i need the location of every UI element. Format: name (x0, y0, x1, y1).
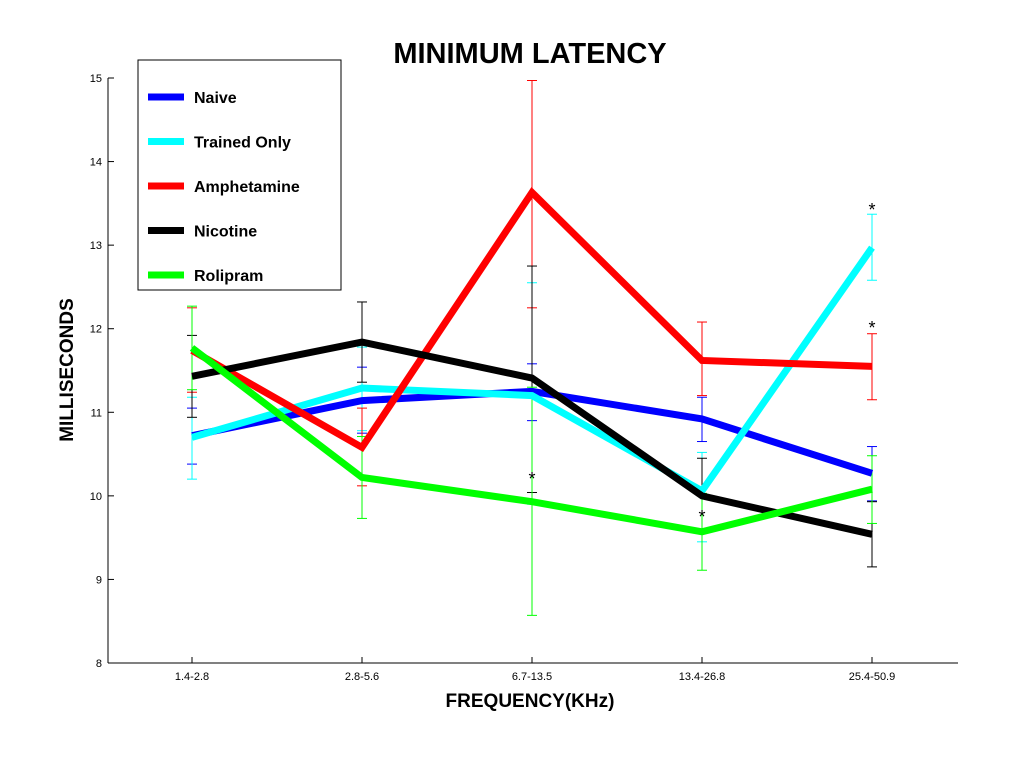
y-tick-label: 12 (90, 324, 102, 336)
legend-label: Naive (194, 90, 237, 107)
series-line-trained-only (191, 245, 875, 496)
y-tick-label: 14 (90, 157, 102, 169)
y-axis-label: MILLISECONDS (57, 298, 78, 442)
legend-label: Trained Only (194, 135, 291, 152)
legend-label: Rolipram (194, 268, 263, 285)
significance-asterisk: * (698, 507, 705, 527)
x-axis-label: FREQUENCY(KHz) (446, 691, 615, 712)
chart-title: MINIMUM LATENCY (393, 38, 666, 70)
series-lines (189, 187, 875, 538)
error-bar-amphetamine (867, 333, 877, 401)
y-tick-label: 13 (90, 240, 102, 252)
x-tick-label: 25.4-50.9 (849, 671, 895, 683)
y-tick-label: 15 (90, 73, 102, 85)
x-tick-label: 13.4-26.8 (679, 671, 725, 683)
legend-label: Nicotine (194, 224, 257, 241)
legend-label: Amphetamine (194, 179, 300, 196)
series-line-rolipram (189, 345, 873, 536)
y-tick-label: 8 (96, 658, 102, 670)
x-tick-label: 2.8-5.6 (345, 671, 379, 683)
significance-markers: * * * * (528, 200, 875, 527)
series-line-amphetamine (190, 187, 873, 453)
error-bar-trained-only (867, 213, 877, 281)
axes: 8 9 10 11 12 13 14 15 1.4-2.8 2.8-5.6 6.7-13.5 13.4… (90, 73, 958, 683)
series-line-nicotine (191, 338, 873, 538)
x-tick-label: 6.7-13.5 (512, 671, 552, 683)
significance-asterisk: * (868, 200, 875, 220)
legend: Naive Trained Only Amphetamine Nicotine Roli… (137, 59, 342, 291)
significance-asterisk: * (528, 469, 535, 489)
significance-asterisk: * (868, 318, 875, 338)
y-tick-label: 10 (90, 491, 102, 503)
y-tick-label: 11 (91, 407, 102, 419)
x-tick-label: 1.4-2.8 (175, 671, 209, 683)
y-tick-label: 9 (96, 574, 102, 586)
